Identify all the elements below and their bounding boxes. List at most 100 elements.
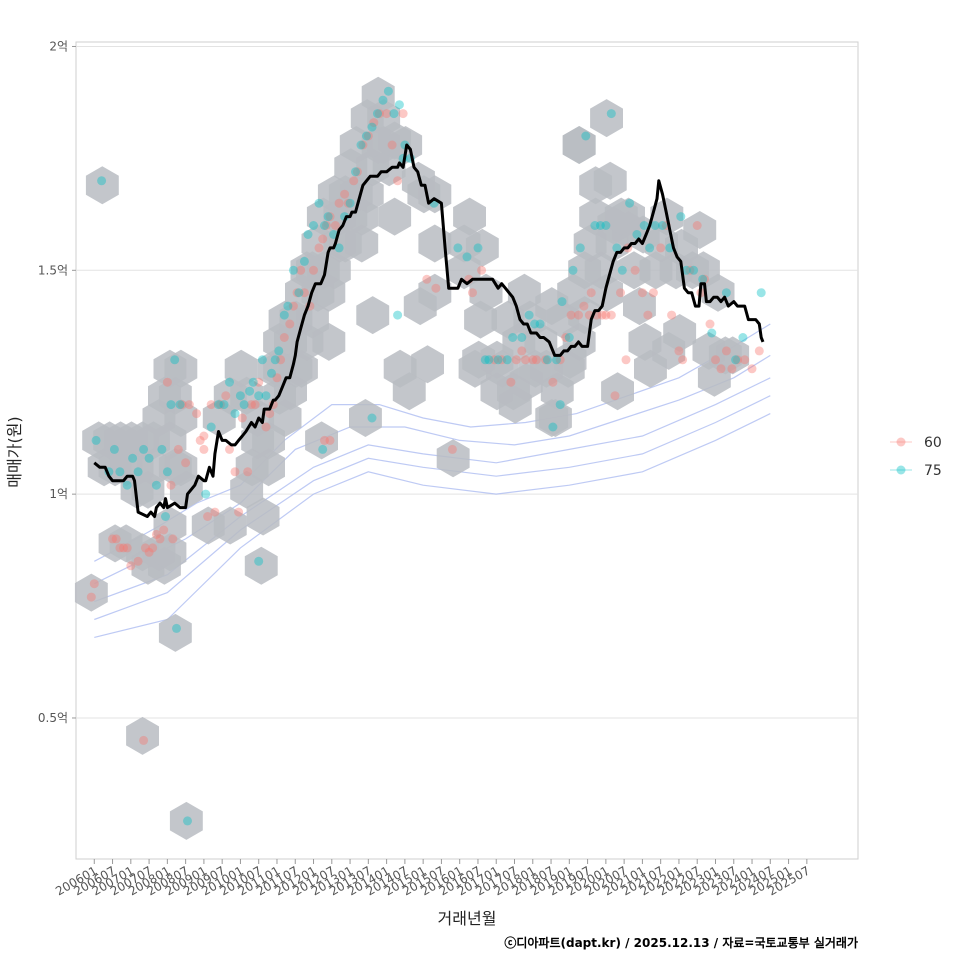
point-75 bbox=[248, 377, 258, 387]
point-75 bbox=[389, 109, 399, 119]
point-75 bbox=[91, 435, 101, 445]
point-60 bbox=[320, 435, 329, 445]
hexbin bbox=[623, 287, 656, 326]
contour-line bbox=[94, 395, 771, 621]
point-60 bbox=[140, 543, 150, 553]
point-60 bbox=[740, 355, 750, 365]
point-75 bbox=[166, 400, 176, 410]
point-75 bbox=[606, 109, 616, 119]
hexbin bbox=[590, 99, 623, 138]
point-75 bbox=[128, 453, 138, 463]
point-60 bbox=[685, 265, 695, 275]
legend-label-75: 75 bbox=[924, 463, 942, 479]
hexbin bbox=[312, 322, 346, 361]
point-75 bbox=[681, 265, 691, 275]
point-60 bbox=[431, 283, 441, 293]
point-75 bbox=[581, 131, 591, 141]
point-75 bbox=[122, 480, 132, 490]
point-60 bbox=[352, 167, 362, 177]
point-60 bbox=[678, 355, 688, 365]
point-60 bbox=[126, 561, 136, 571]
hexbin bbox=[392, 372, 426, 411]
point-60 bbox=[206, 400, 216, 410]
point-60 bbox=[489, 355, 499, 365]
hexbin bbox=[356, 296, 390, 335]
hexbin bbox=[153, 349, 187, 388]
point-75 bbox=[239, 400, 249, 410]
point-60 bbox=[155, 534, 165, 544]
hexbin bbox=[683, 211, 717, 249]
point-60 bbox=[159, 525, 169, 535]
hexbin bbox=[462, 340, 496, 379]
point-60 bbox=[181, 458, 191, 468]
point-75 bbox=[318, 444, 328, 454]
point-60 bbox=[272, 373, 282, 383]
point-75 bbox=[303, 230, 313, 239]
point-75 bbox=[254, 556, 264, 566]
point-75 bbox=[367, 122, 377, 132]
point-75 bbox=[383, 86, 393, 96]
hexbin bbox=[246, 497, 280, 536]
point-60 bbox=[225, 444, 234, 454]
point-60 bbox=[86, 592, 96, 602]
point-60 bbox=[334, 198, 344, 208]
point-75 bbox=[453, 243, 463, 253]
point-75 bbox=[601, 221, 611, 230]
point-60 bbox=[497, 355, 507, 365]
hexbin bbox=[716, 336, 750, 375]
point-75 bbox=[473, 243, 483, 253]
point-60 bbox=[119, 543, 128, 553]
point-60 bbox=[148, 543, 158, 553]
point-75 bbox=[731, 355, 741, 365]
point-75 bbox=[617, 265, 627, 275]
point-60 bbox=[122, 543, 132, 553]
hexbin bbox=[349, 399, 382, 437]
point-60 bbox=[648, 288, 658, 298]
point-75 bbox=[214, 400, 223, 410]
point-75 bbox=[351, 167, 360, 177]
point-60 bbox=[630, 265, 640, 275]
point-60 bbox=[541, 355, 551, 365]
point-75 bbox=[254, 391, 264, 401]
point-60 bbox=[692, 221, 702, 230]
point-75 bbox=[283, 301, 293, 311]
point-60 bbox=[705, 319, 715, 329]
hexbin bbox=[153, 533, 187, 572]
point-75 bbox=[484, 355, 494, 365]
point-75 bbox=[139, 444, 149, 454]
hexbin bbox=[403, 287, 437, 326]
point-75 bbox=[367, 413, 377, 423]
point-75 bbox=[721, 288, 731, 298]
point-75 bbox=[133, 467, 143, 477]
point-60 bbox=[151, 529, 161, 539]
point-60 bbox=[321, 221, 331, 230]
point-60 bbox=[667, 310, 677, 320]
point-75 bbox=[175, 400, 185, 410]
point-60 bbox=[237, 413, 247, 423]
point-60 bbox=[330, 221, 340, 230]
point-60 bbox=[250, 400, 260, 410]
point-75 bbox=[502, 355, 512, 365]
point-75 bbox=[170, 355, 180, 365]
point-75 bbox=[235, 391, 245, 401]
point-60 bbox=[621, 355, 631, 365]
point-75 bbox=[555, 400, 565, 410]
point-60 bbox=[517, 346, 527, 356]
point-75 bbox=[320, 221, 329, 230]
point-60 bbox=[288, 301, 298, 311]
point-75 bbox=[530, 319, 540, 329]
point-60 bbox=[606, 310, 616, 320]
point-75 bbox=[362, 131, 371, 141]
hexbin bbox=[378, 197, 412, 236]
point-60 bbox=[369, 118, 379, 128]
point-60 bbox=[184, 400, 194, 410]
point-60 bbox=[325, 435, 335, 445]
point-60 bbox=[566, 310, 576, 320]
point-75 bbox=[548, 422, 558, 432]
point-75 bbox=[590, 221, 600, 230]
point-75 bbox=[345, 198, 355, 208]
point-60 bbox=[574, 310, 583, 320]
hexbin bbox=[453, 197, 486, 236]
y-tick-label: 2억 bbox=[49, 39, 68, 53]
